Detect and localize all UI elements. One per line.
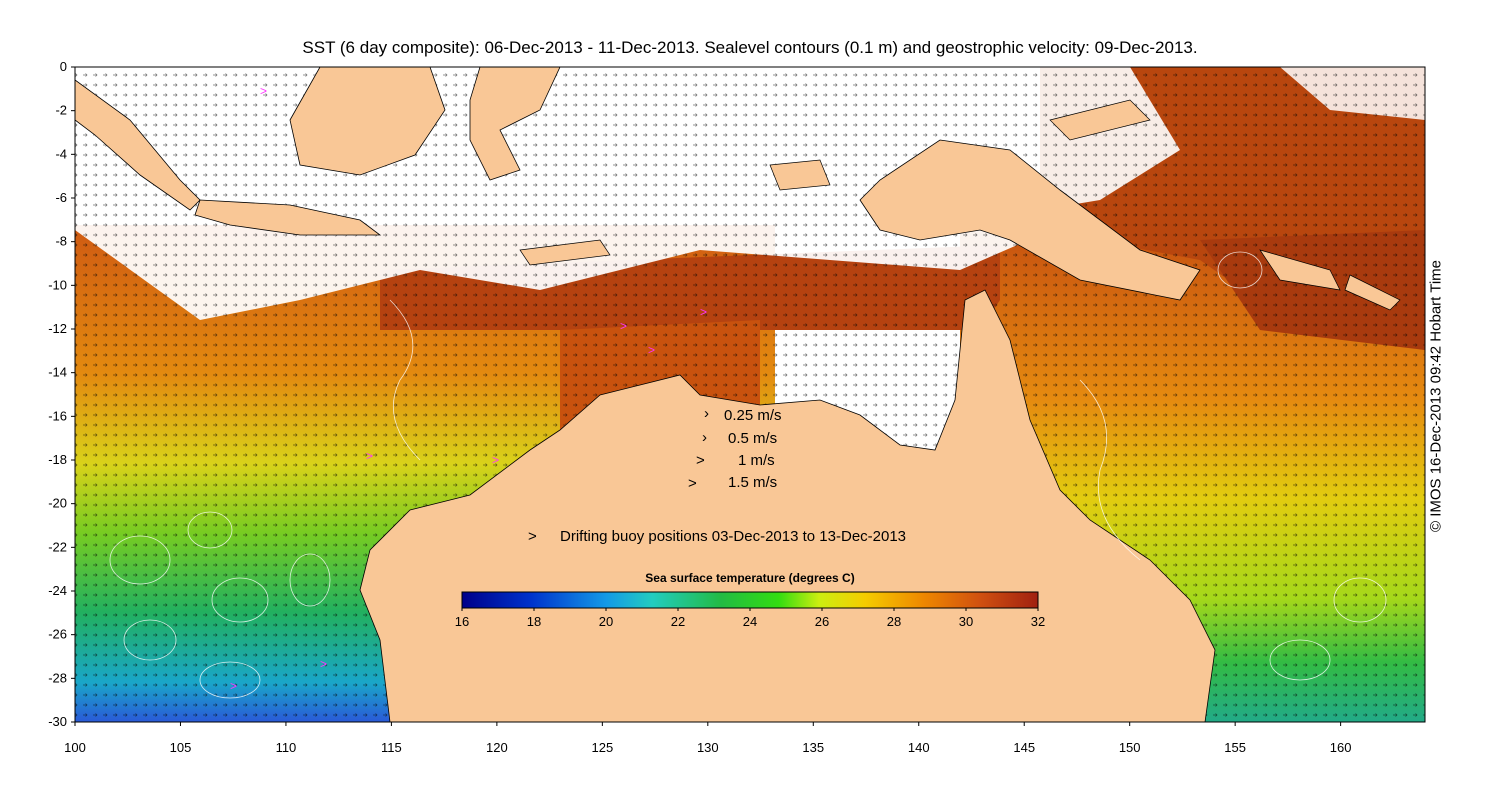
lat-tick-label: -6 xyxy=(55,190,67,205)
lon-tick-label: 105 xyxy=(170,740,192,755)
lat-tick-label: -26 xyxy=(48,627,67,642)
land-java xyxy=(194,199,382,236)
colorbar-tick-label: 22 xyxy=(671,614,685,629)
lat-tick-label: -14 xyxy=(48,365,67,380)
lon-tick-label: 110 xyxy=(276,740,297,755)
colorbar-tick-label: 20 xyxy=(599,614,613,629)
svg-text:›: › xyxy=(702,429,707,446)
colorbar-tick-label: 30 xyxy=(959,614,973,629)
colorbar-title: Sea surface temperature (degrees C) xyxy=(645,571,854,585)
lon-tick-label: 125 xyxy=(591,740,613,755)
svg-text:>: > xyxy=(620,319,627,333)
latitude-axis: 0 -2 -4 -6 -8 -10 -12 -14 -16 -18 -20 -22 -24 -26 -28 -… xyxy=(48,59,75,729)
colorbar-tick-label: 26 xyxy=(815,614,829,629)
land-australia xyxy=(359,289,1216,722)
lat-tick-label: -12 xyxy=(48,321,67,336)
svg-text:>: > xyxy=(648,343,655,357)
sealevel-contours xyxy=(109,251,1387,699)
map-plot-area: > > > > > > > > › 0.25 m/s › 0.5 m/s > 1… xyxy=(75,67,1425,722)
buoy-markers: > > > > > > > > xyxy=(230,84,707,693)
svg-text:>: > xyxy=(366,449,373,463)
colorbar-ticks: 16 18 20 22 24 26 28 30 32 xyxy=(455,608,1045,629)
velocity-legend-item: 1.5 m/s xyxy=(728,474,777,491)
lat-tick-label: -16 xyxy=(48,408,67,423)
lon-tick-label: 115 xyxy=(381,740,402,755)
colorbar-tick-label: 32 xyxy=(1031,614,1045,629)
lon-tick-label: 145 xyxy=(1013,740,1035,755)
lon-tick-label: 135 xyxy=(802,740,824,755)
colorbar: Sea surface temperature (degrees C) 16 18… xyxy=(455,571,1045,629)
colorbar-tick-label: 18 xyxy=(527,614,541,629)
colorbar-tick-label: 24 xyxy=(743,614,757,629)
land-borneo xyxy=(289,67,446,176)
lat-tick-label: -18 xyxy=(48,452,67,467)
lat-tick-label: -2 xyxy=(55,103,67,118)
colorbar-tick-label: 16 xyxy=(455,614,469,629)
svg-text:>: > xyxy=(688,475,697,492)
colorbar-scale xyxy=(461,591,1039,609)
lat-tick-label: -22 xyxy=(48,539,67,554)
lat-tick-label: -10 xyxy=(48,277,67,292)
lon-tick-label: 155 xyxy=(1224,740,1246,755)
svg-text:›: › xyxy=(704,405,709,422)
lon-tick-label: 100 xyxy=(64,740,86,755)
lat-tick-label: 0 xyxy=(60,59,67,74)
longitude-axis: 100 105 110 115 120 125 130 135 140 145 150 155 160 xyxy=(64,722,1351,755)
svg-text:>: > xyxy=(492,453,499,467)
velocity-legend-item: 0.5 m/s xyxy=(728,430,777,447)
colorbar-tick-label: 28 xyxy=(887,614,901,629)
lon-tick-label: 150 xyxy=(1119,740,1141,755)
land-sumatra xyxy=(75,79,201,211)
lon-tick-label: 140 xyxy=(908,740,930,755)
lon-tick-label: 120 xyxy=(486,740,508,755)
land-new-guinea xyxy=(859,139,1201,301)
lat-tick-label: -30 xyxy=(48,714,67,729)
buoy-legend-label: Drifting buoy positions 03-Dec-2013 to 1… xyxy=(560,528,906,545)
svg-text:>: > xyxy=(700,305,707,319)
lat-tick-label: -24 xyxy=(48,583,67,598)
lat-tick-label: -4 xyxy=(55,146,67,161)
svg-text:>: > xyxy=(230,679,237,693)
plot-frame xyxy=(74,66,1426,723)
velocity-legend-item: 0.25 m/s xyxy=(724,407,782,424)
buoy-legend-symbol: > xyxy=(528,528,537,545)
svg-text:>: > xyxy=(320,657,327,671)
svg-text:>: > xyxy=(260,84,267,98)
credit-text: © IMOS 16-Dec-2013 09:42 Hobart Time xyxy=(1427,259,1445,533)
lat-tick-label: -8 xyxy=(55,234,67,249)
velocity-legend-item: 1 m/s xyxy=(738,452,775,469)
lat-tick-label: -28 xyxy=(48,670,67,685)
land-sulawesi xyxy=(469,67,561,181)
lon-tick-label: 160 xyxy=(1330,740,1352,755)
lat-tick-label: -20 xyxy=(48,496,67,511)
velocity-legend: › 0.25 m/s › 0.5 m/s > 1 m/s > 1.5 m/s xyxy=(688,405,782,492)
map-title: SST (6 day composite): 06-Dec-2013 - 11-… xyxy=(302,38,1198,57)
lon-tick-label: 130 xyxy=(697,740,719,755)
svg-text:>: > xyxy=(696,452,705,469)
